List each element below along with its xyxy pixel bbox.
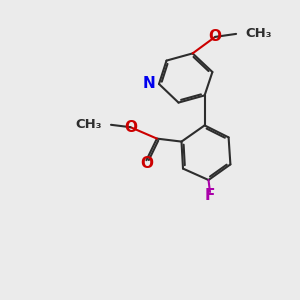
Text: O: O [140,156,153,171]
Text: O: O [208,29,222,44]
Text: CH₃: CH₃ [245,27,272,40]
Text: F: F [205,188,215,203]
Text: O: O [124,120,137,135]
Text: N: N [143,76,155,92]
Text: CH₃: CH₃ [76,118,102,131]
